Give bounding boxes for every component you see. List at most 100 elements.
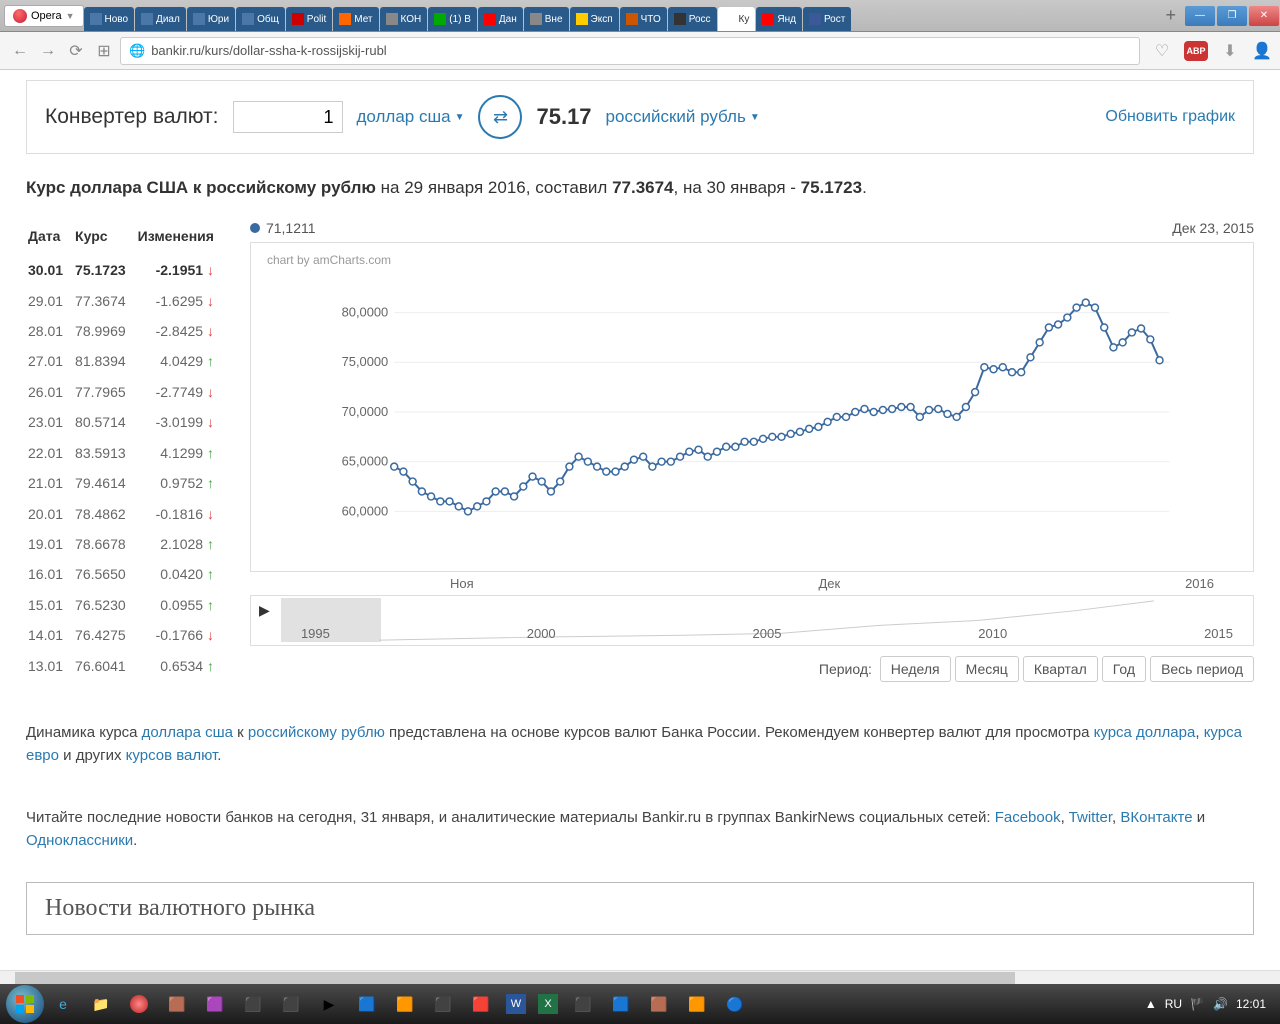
address-bar: ← → ⟳ ⊞ 🌐 bankir.ru/kurs/dollar-ssha-k-r… — [0, 32, 1280, 70]
update-chart-link[interactable]: Обновить график — [1105, 108, 1235, 126]
maximize-button[interactable]: ❐ — [1217, 6, 1247, 26]
browser-tab[interactable]: Рост — [803, 7, 851, 31]
heart-icon[interactable]: ♡ — [1152, 41, 1172, 61]
taskbar-word-icon[interactable]: W — [506, 994, 526, 1014]
period-button[interactable]: Месяц — [955, 656, 1019, 682]
taskbar-app-icon[interactable]: ⬛ — [278, 991, 304, 1017]
taskbar-app-icon[interactable]: ⬛ — [240, 991, 266, 1017]
tab-strip: НовоДиалЮриОбщPolitМетКОН(1) ВДанВнеЭксп… — [84, 0, 1158, 31]
browser-tab[interactable]: Янд — [756, 7, 802, 31]
browser-tab[interactable]: Мет — [333, 7, 378, 31]
reload-button[interactable]: ⟳ — [64, 39, 88, 63]
adblock-icon[interactable]: ABP — [1184, 41, 1208, 61]
browser-tab[interactable]: Росс — [668, 7, 717, 31]
page-content: Конвертер валют: доллар сша▼ ⇄ 75.17 рос… — [0, 70, 1280, 970]
profile-icon[interactable]: 👤 — [1252, 41, 1272, 61]
to-currency-select[interactable]: российский рубль▼ — [606, 107, 760, 127]
browser-tab[interactable]: (1) В — [428, 7, 477, 31]
twitter-link[interactable]: Twitter — [1069, 809, 1112, 826]
table-row: 13.0176.60410.6534 ↑ — [28, 651, 224, 680]
forward-button[interactable]: → — [36, 39, 60, 63]
rates-link[interactable]: курсов валют — [126, 747, 218, 764]
taskbar-app-icon[interactable]: 🟧 — [684, 991, 710, 1017]
taskbar-explorer-icon[interactable]: 📁 — [88, 991, 114, 1017]
opera-menu-button[interactable]: Opera ▼ — [4, 5, 84, 27]
close-button[interactable]: ✕ — [1249, 6, 1279, 26]
main-chart[interactable]: chart by amCharts.com 80,000075,000070,0… — [250, 242, 1254, 572]
browser-tab[interactable]: Вне — [524, 7, 569, 31]
taskbar-excel-icon[interactable]: X — [538, 994, 558, 1014]
usd-link[interactable]: доллара сша — [142, 724, 233, 741]
table-row: 22.0183.59134.1299 ↑ — [28, 439, 224, 467]
svg-text:65,0000: 65,0000 — [342, 454, 389, 469]
taskbar-app-icon[interactable]: ⬛ — [570, 991, 596, 1017]
swap-icon[interactable]: ⇄ — [478, 95, 522, 139]
taskbar-app-icon[interactable]: 🟧 — [392, 991, 418, 1017]
news-title: Новости валютного рынка — [45, 895, 1235, 922]
dollar-rate-link[interactable]: курса доллара — [1094, 724, 1196, 741]
period-selector: Период: НеделяМесяцКварталГодВесь период — [250, 656, 1254, 682]
taskbar-app-icon[interactable]: 🟫 — [164, 991, 190, 1017]
url-input[interactable]: 🌐 bankir.ru/kurs/dollar-ssha-k-rossijski… — [120, 37, 1140, 65]
table-row: 30.0175.1723-2.1951 ↓ — [28, 256, 224, 284]
taskbar-opera-icon[interactable] — [126, 991, 152, 1017]
play-icon[interactable]: ▶ — [259, 602, 270, 619]
vk-link[interactable]: ВКонтакте — [1120, 809, 1192, 826]
description-paragraph: Динамика курса доллара сша к российскому… — [26, 722, 1254, 767]
system-tray[interactable]: ▲ RU 🏴 🔊 12:01 — [1145, 997, 1274, 1011]
clock[interactable]: 12:01 — [1236, 997, 1266, 1011]
new-tab-button[interactable]: + — [1157, 5, 1184, 26]
taskbar-ie-icon[interactable]: e — [50, 991, 76, 1017]
tray-flag-icon[interactable]: 🏴 — [1190, 997, 1205, 1011]
taskbar: e 📁 🟫 🟪 ⬛ ⬛ ▶ 🟦 🟧 ⬛ 🟥 W X ⬛ 🟦 🟫 🟧 🔵 ▲ RU… — [0, 984, 1280, 1024]
chart-credit: chart by amCharts.com — [267, 253, 391, 267]
taskbar-app-icon[interactable]: 🟫 — [646, 991, 672, 1017]
browser-tab[interactable]: Эксп — [570, 7, 619, 31]
table-header: Дата — [28, 222, 73, 254]
headline: Курс доллара США к российскому рублю на … — [26, 178, 1254, 198]
download-icon[interactable]: ⬇ — [1220, 41, 1240, 61]
browser-tab[interactable]: Ново — [84, 7, 135, 31]
table-row: 15.0176.52300.0955 ↑ — [28, 591, 224, 619]
back-button[interactable]: ← — [8, 39, 32, 63]
converter-result: 75.17 — [536, 104, 591, 130]
amount-input[interactable] — [233, 101, 343, 133]
mini-chart[interactable]: ▶ 19952000200520102015 — [250, 596, 1254, 646]
browser-tab[interactable]: Дан — [478, 7, 523, 31]
browser-tab[interactable]: КОН — [380, 7, 428, 31]
tray-up-icon[interactable]: ▲ — [1145, 997, 1157, 1011]
browser-tab[interactable]: Юри — [187, 7, 235, 31]
from-currency-select[interactable]: доллар сша▼ — [357, 107, 465, 127]
taskbar-app-icon[interactable]: ▶ — [316, 991, 342, 1017]
browser-tab[interactable]: Общ — [236, 7, 285, 31]
tray-volume-icon[interactable]: 🔊 — [1213, 997, 1228, 1011]
taskbar-app-icon[interactable]: 🟦 — [354, 991, 380, 1017]
table-row: 27.0181.83944.0429 ↑ — [28, 347, 224, 375]
taskbar-app-icon[interactable]: 🟥 — [468, 991, 494, 1017]
browser-tab[interactable]: Диал — [135, 7, 186, 31]
table-row: 26.0177.7965-2.7749 ↓ — [28, 378, 224, 406]
table-row: 23.0180.5714-3.0199 ↓ — [28, 408, 224, 436]
browser-tab[interactable]: Polit — [286, 7, 332, 31]
period-button[interactable]: Весь период — [1150, 656, 1254, 682]
facebook-link[interactable]: Facebook — [995, 809, 1061, 826]
chart-date-label: Дек 23, 2015 — [1172, 220, 1254, 236]
taskbar-app-icon[interactable]: 🔵 — [722, 991, 748, 1017]
taskbar-app-icon[interactable]: 🟪 — [202, 991, 228, 1017]
svg-text:70,0000: 70,0000 — [342, 404, 389, 419]
news-section: Новости валютного рынка — [26, 882, 1254, 935]
minimize-button[interactable]: — — [1185, 6, 1215, 26]
language-indicator[interactable]: RU — [1165, 997, 1182, 1011]
rub-link[interactable]: российскому рублю — [248, 724, 385, 741]
period-button[interactable]: Год — [1102, 656, 1146, 682]
taskbar-app-icon[interactable]: ⬛ — [430, 991, 456, 1017]
period-button[interactable]: Квартал — [1023, 656, 1098, 682]
period-button[interactable]: Неделя — [880, 656, 951, 682]
table-row: 29.0177.3674-1.6295 ↓ — [28, 286, 224, 314]
start-button[interactable] — [6, 985, 44, 1023]
browser-tab[interactable]: Ку — [718, 7, 756, 31]
taskbar-app-icon[interactable]: 🟦 — [608, 991, 634, 1017]
speed-dial-button[interactable]: ⊞ — [92, 39, 116, 63]
ok-link[interactable]: Одноклассники — [26, 832, 133, 849]
browser-tab[interactable]: ЧТО — [620, 7, 667, 31]
